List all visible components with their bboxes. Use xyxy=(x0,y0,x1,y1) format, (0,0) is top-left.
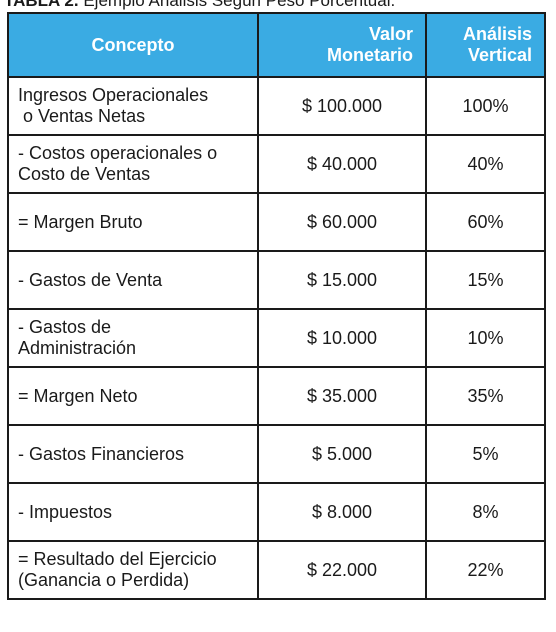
percentage-cell: 15% xyxy=(425,250,546,310)
concept-cell: = Margen Neto xyxy=(7,366,259,426)
concept-cell: - Gastos de Administración xyxy=(7,308,259,368)
header-line: Vertical xyxy=(467,45,532,65)
table-row: Ingresos Operacionales o Ventas Netas $ 1… xyxy=(7,76,546,136)
percentage-cell: 10% xyxy=(425,308,546,368)
concept-cell: - Costos operacionales o Costo de Ventas xyxy=(7,134,259,194)
table-row: = Margen Neto $ 35.000 35% xyxy=(7,366,546,426)
concept-line: = Margen Bruto xyxy=(18,211,143,232)
vertical-analysis-table: Concepto Valor Monetario Análisis Vertic… xyxy=(7,12,546,600)
header-line: Concepto xyxy=(91,34,175,55)
header-analisis-vertical: Análisis Vertical xyxy=(425,12,546,78)
header-line: Análisis xyxy=(462,24,532,44)
concept-line: Costo de Ventas xyxy=(18,164,151,184)
table-row: - Costos operacionales o Costo de Ventas $… xyxy=(7,134,546,194)
concept-line: Administración xyxy=(18,338,137,358)
amount-cell: $ 100.000 xyxy=(257,76,427,136)
concept-cell: Ingresos Operacionales o Ventas Netas xyxy=(7,76,259,136)
concept-line: (Ganancia o Perdida) xyxy=(18,570,190,590)
header-concepto: Concepto xyxy=(7,12,259,78)
header-line: Valor xyxy=(368,24,413,44)
percentage-cell: 100% xyxy=(425,76,546,136)
caption-text: Ejemplo Análisis Según Peso Porcentual. xyxy=(83,0,396,10)
percentage-cell: 8% xyxy=(425,482,546,542)
table-row: - Gastos Financieros $ 5.000 5% xyxy=(7,424,546,484)
amount-cell: $ 40.000 xyxy=(257,134,427,194)
concept-cell: - Gastos de Venta xyxy=(7,250,259,310)
concept-line: o Ventas Netas xyxy=(18,106,146,126)
amount-cell: $ 10.000 xyxy=(257,308,427,368)
concept-line: Ingresos Operacionales xyxy=(18,85,209,105)
concept-line: - Gastos de xyxy=(18,317,112,337)
amount-cell: $ 35.000 xyxy=(257,366,427,426)
amount-cell: $ 15.000 xyxy=(257,250,427,310)
amount-cell: $ 60.000 xyxy=(257,192,427,252)
concept-cell: - Impuestos xyxy=(7,482,259,542)
table-row: - Gastos de Venta $ 15.000 15% xyxy=(7,250,546,310)
table-caption: TABLA 2. Ejemplo Análisis Según Peso Por… xyxy=(4,0,395,11)
percentage-cell: 60% xyxy=(425,192,546,252)
table-header: Concepto Valor Monetario Análisis Vertic… xyxy=(7,12,546,78)
header-row: Concepto Valor Monetario Análisis Vertic… xyxy=(7,12,546,78)
table-body: Ingresos Operacionales o Ventas Netas $ 1… xyxy=(7,76,546,600)
table-row: - Gastos de Administración $ 10.000 10% xyxy=(7,308,546,368)
concept-line: = Margen Neto xyxy=(18,385,138,406)
concept-cell: = Margen Bruto xyxy=(7,192,259,252)
table-row: = Resultado del Ejercicio (Ganancia o Per… xyxy=(7,540,546,600)
amount-cell: $ 5.000 xyxy=(257,424,427,484)
percentage-cell: 22% xyxy=(425,540,546,600)
percentage-cell: 35% xyxy=(425,366,546,426)
concept-line: = Resultado del Ejercicio xyxy=(18,549,217,569)
concept-line: - Gastos Financieros xyxy=(18,443,185,464)
percentage-cell: 5% xyxy=(425,424,546,484)
concept-line: - Gastos de Venta xyxy=(18,269,163,290)
table-row: - Impuestos $ 8.000 8% xyxy=(7,482,546,542)
percentage-cell: 40% xyxy=(425,134,546,194)
concept-line: - Costos operacionales o xyxy=(18,143,218,163)
concept-cell: - Gastos Financieros xyxy=(7,424,259,484)
header-valor-monetario: Valor Monetario xyxy=(257,12,427,78)
concept-line: - Impuestos xyxy=(18,501,113,522)
header-line: Monetario xyxy=(326,45,413,65)
amount-cell: $ 8.000 xyxy=(257,482,427,542)
concept-cell: = Resultado del Ejercicio (Ganancia o Per… xyxy=(7,540,259,600)
table-row: = Margen Bruto $ 60.000 60% xyxy=(7,192,546,252)
caption-prefix: TABLA 2. xyxy=(4,0,79,10)
amount-cell: $ 22.000 xyxy=(257,540,427,600)
